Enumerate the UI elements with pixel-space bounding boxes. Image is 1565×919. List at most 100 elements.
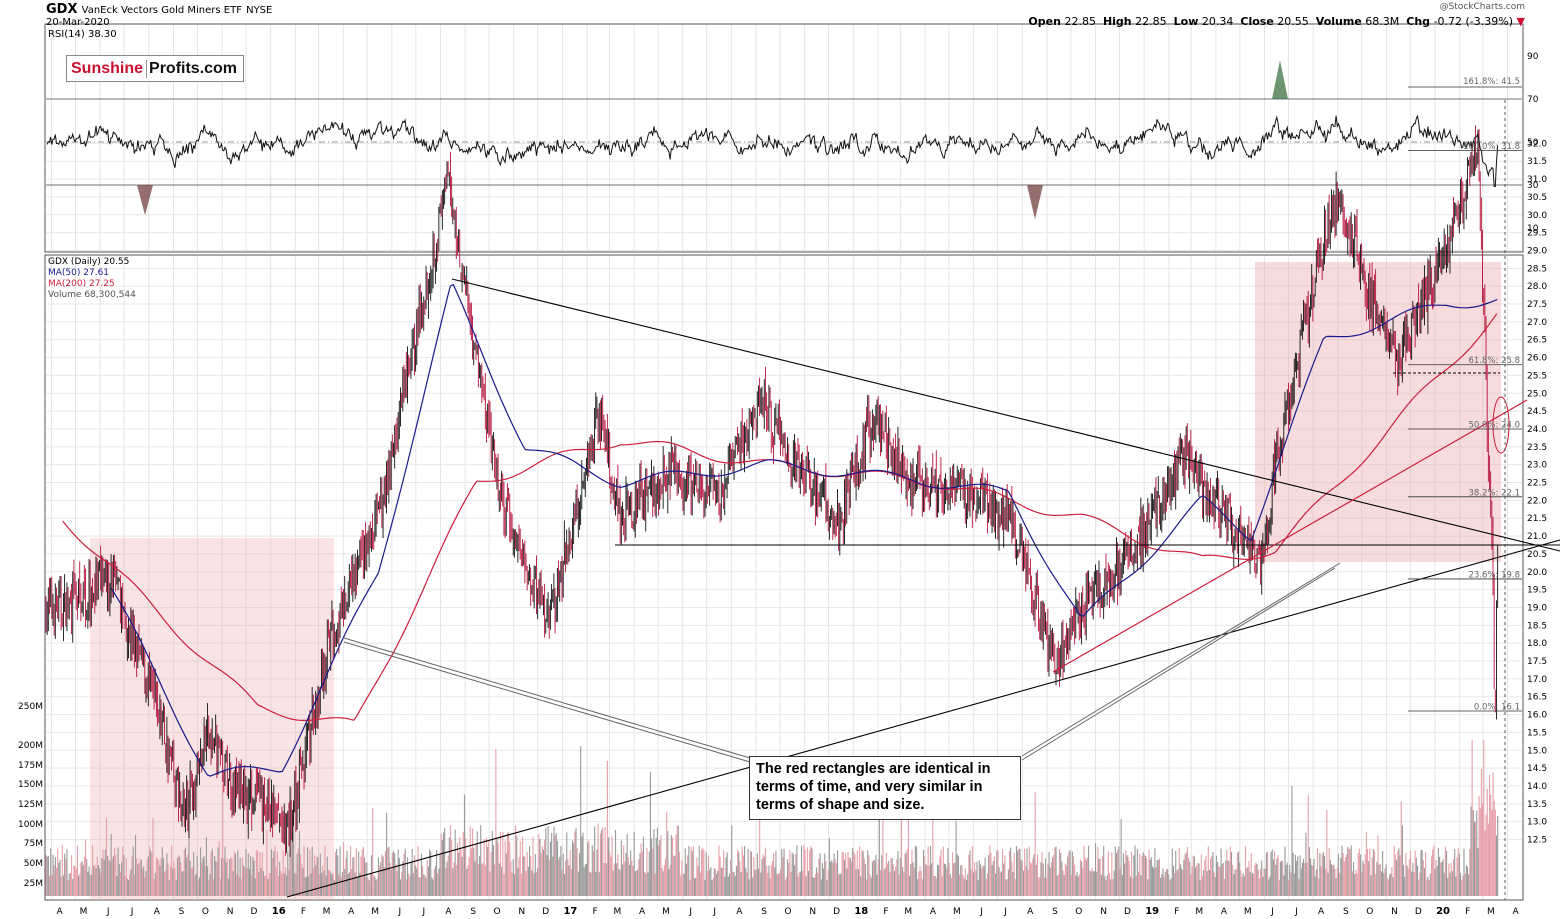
volume-bar (309, 849, 311, 896)
volume-bar (709, 869, 711, 896)
volume-bar (668, 868, 670, 896)
volume-bar (93, 865, 95, 896)
chart-title: GDX VanEck Vectors Gold Miners ETF NYSE (46, 2, 272, 17)
volume-bar (796, 845, 798, 896)
volume-bar (1327, 872, 1329, 896)
fib-label: 0.0%: 16.1 (1474, 703, 1520, 713)
volume-bar (997, 849, 999, 896)
volume-bar (462, 831, 464, 896)
volume-bar (1010, 847, 1012, 896)
volume-bar (227, 878, 230, 896)
volume-bar (506, 832, 509, 896)
volume-bar (1425, 852, 1427, 896)
volume-bar (762, 854, 764, 896)
volume-bar (425, 877, 427, 896)
volume-bar (1058, 849, 1061, 896)
volume-bar (129, 874, 131, 896)
rsi-extreme (137, 185, 153, 216)
fib-label: 61.8%: 25.8 (1469, 356, 1521, 366)
volume-bar (1306, 862, 1308, 896)
volume-bar (798, 872, 800, 896)
volume-bar (1294, 854, 1297, 896)
volume-bar (979, 864, 982, 896)
volume-bar (1111, 852, 1113, 896)
x-tick: F (593, 907, 598, 917)
volume-bar (1343, 861, 1345, 896)
volume-bar (1206, 871, 1208, 896)
volume-bar (1317, 848, 1319, 896)
volume-bar (148, 846, 151, 896)
volume-bar (919, 866, 921, 896)
price-tick: 28.5 (1527, 264, 1547, 274)
volume-bar (1325, 868, 1327, 896)
volume-bar (1242, 873, 1244, 896)
volume-bar (925, 864, 927, 896)
volume-bar (162, 858, 164, 896)
volume-bar (763, 856, 765, 896)
volume-bar (927, 846, 929, 896)
volume-bar (1046, 878, 1048, 896)
x-tick: S (470, 907, 476, 917)
x-tick: D (251, 907, 258, 917)
x-tick: J (1270, 907, 1274, 917)
volume-bar (115, 854, 117, 896)
volume-bar (539, 839, 541, 896)
volume-bar (517, 867, 519, 896)
volume-bar (1088, 845, 1090, 896)
volume-bar (1084, 857, 1086, 896)
volume-bar (1006, 879, 1008, 896)
volume-bar (384, 851, 386, 896)
volume-bar (1167, 869, 1169, 896)
volume-bar (289, 850, 291, 896)
volume-bar (1250, 853, 1252, 896)
volume-bar (1323, 855, 1326, 896)
volume-bar (1448, 863, 1450, 896)
volume-bar (774, 867, 776, 896)
volume-bar (1198, 863, 1200, 896)
volume-bar (1172, 865, 1174, 896)
volume-bar (1293, 873, 1295, 896)
volume-bar (423, 874, 425, 896)
volume-bar (133, 874, 135, 896)
red-uptrend (1052, 399, 1528, 673)
volume-bar (381, 854, 383, 896)
volume-bar (1091, 867, 1093, 896)
x-tick: 19 (1145, 906, 1159, 917)
volume-bar (487, 846, 489, 896)
volume-bar (1163, 876, 1165, 896)
volume-bar (96, 857, 98, 896)
volume-bar (1078, 874, 1080, 896)
volume-bar (47, 855, 49, 896)
volume-bar (1014, 879, 1016, 896)
volume-bar (1442, 859, 1444, 896)
volume-bar (1283, 875, 1285, 896)
volume-bar (454, 829, 456, 896)
volume-bar (1342, 852, 1344, 896)
volume-bar (1154, 848, 1156, 896)
volume-bar (137, 864, 139, 896)
volume-bar (718, 845, 720, 896)
volume-bar (775, 850, 777, 896)
volume-bar (1469, 849, 1471, 896)
volume-bar (186, 857, 188, 896)
volume-bar (526, 851, 528, 896)
rsi-tick: 10 (1527, 224, 1539, 234)
volume-tick: 75M (24, 839, 43, 849)
volume-bar (1179, 864, 1181, 896)
volume-bar (200, 847, 202, 896)
volume-bar (661, 867, 663, 896)
volume-bar (1033, 854, 1035, 896)
volume-bar (340, 877, 342, 896)
volume-bar (898, 874, 900, 896)
volume-bar (496, 839, 498, 896)
price-tick: 23.5 (1527, 443, 1547, 453)
volume-bar (1434, 868, 1436, 896)
volume-bar (1061, 861, 1063, 896)
volume-bar (671, 837, 674, 896)
volume-bar (637, 869, 639, 896)
price-tick: 19.0 (1527, 603, 1547, 613)
volume-bar (847, 852, 849, 896)
volume-bar (978, 860, 980, 896)
x-tick: F (883, 907, 888, 917)
volume-bar (745, 867, 747, 896)
